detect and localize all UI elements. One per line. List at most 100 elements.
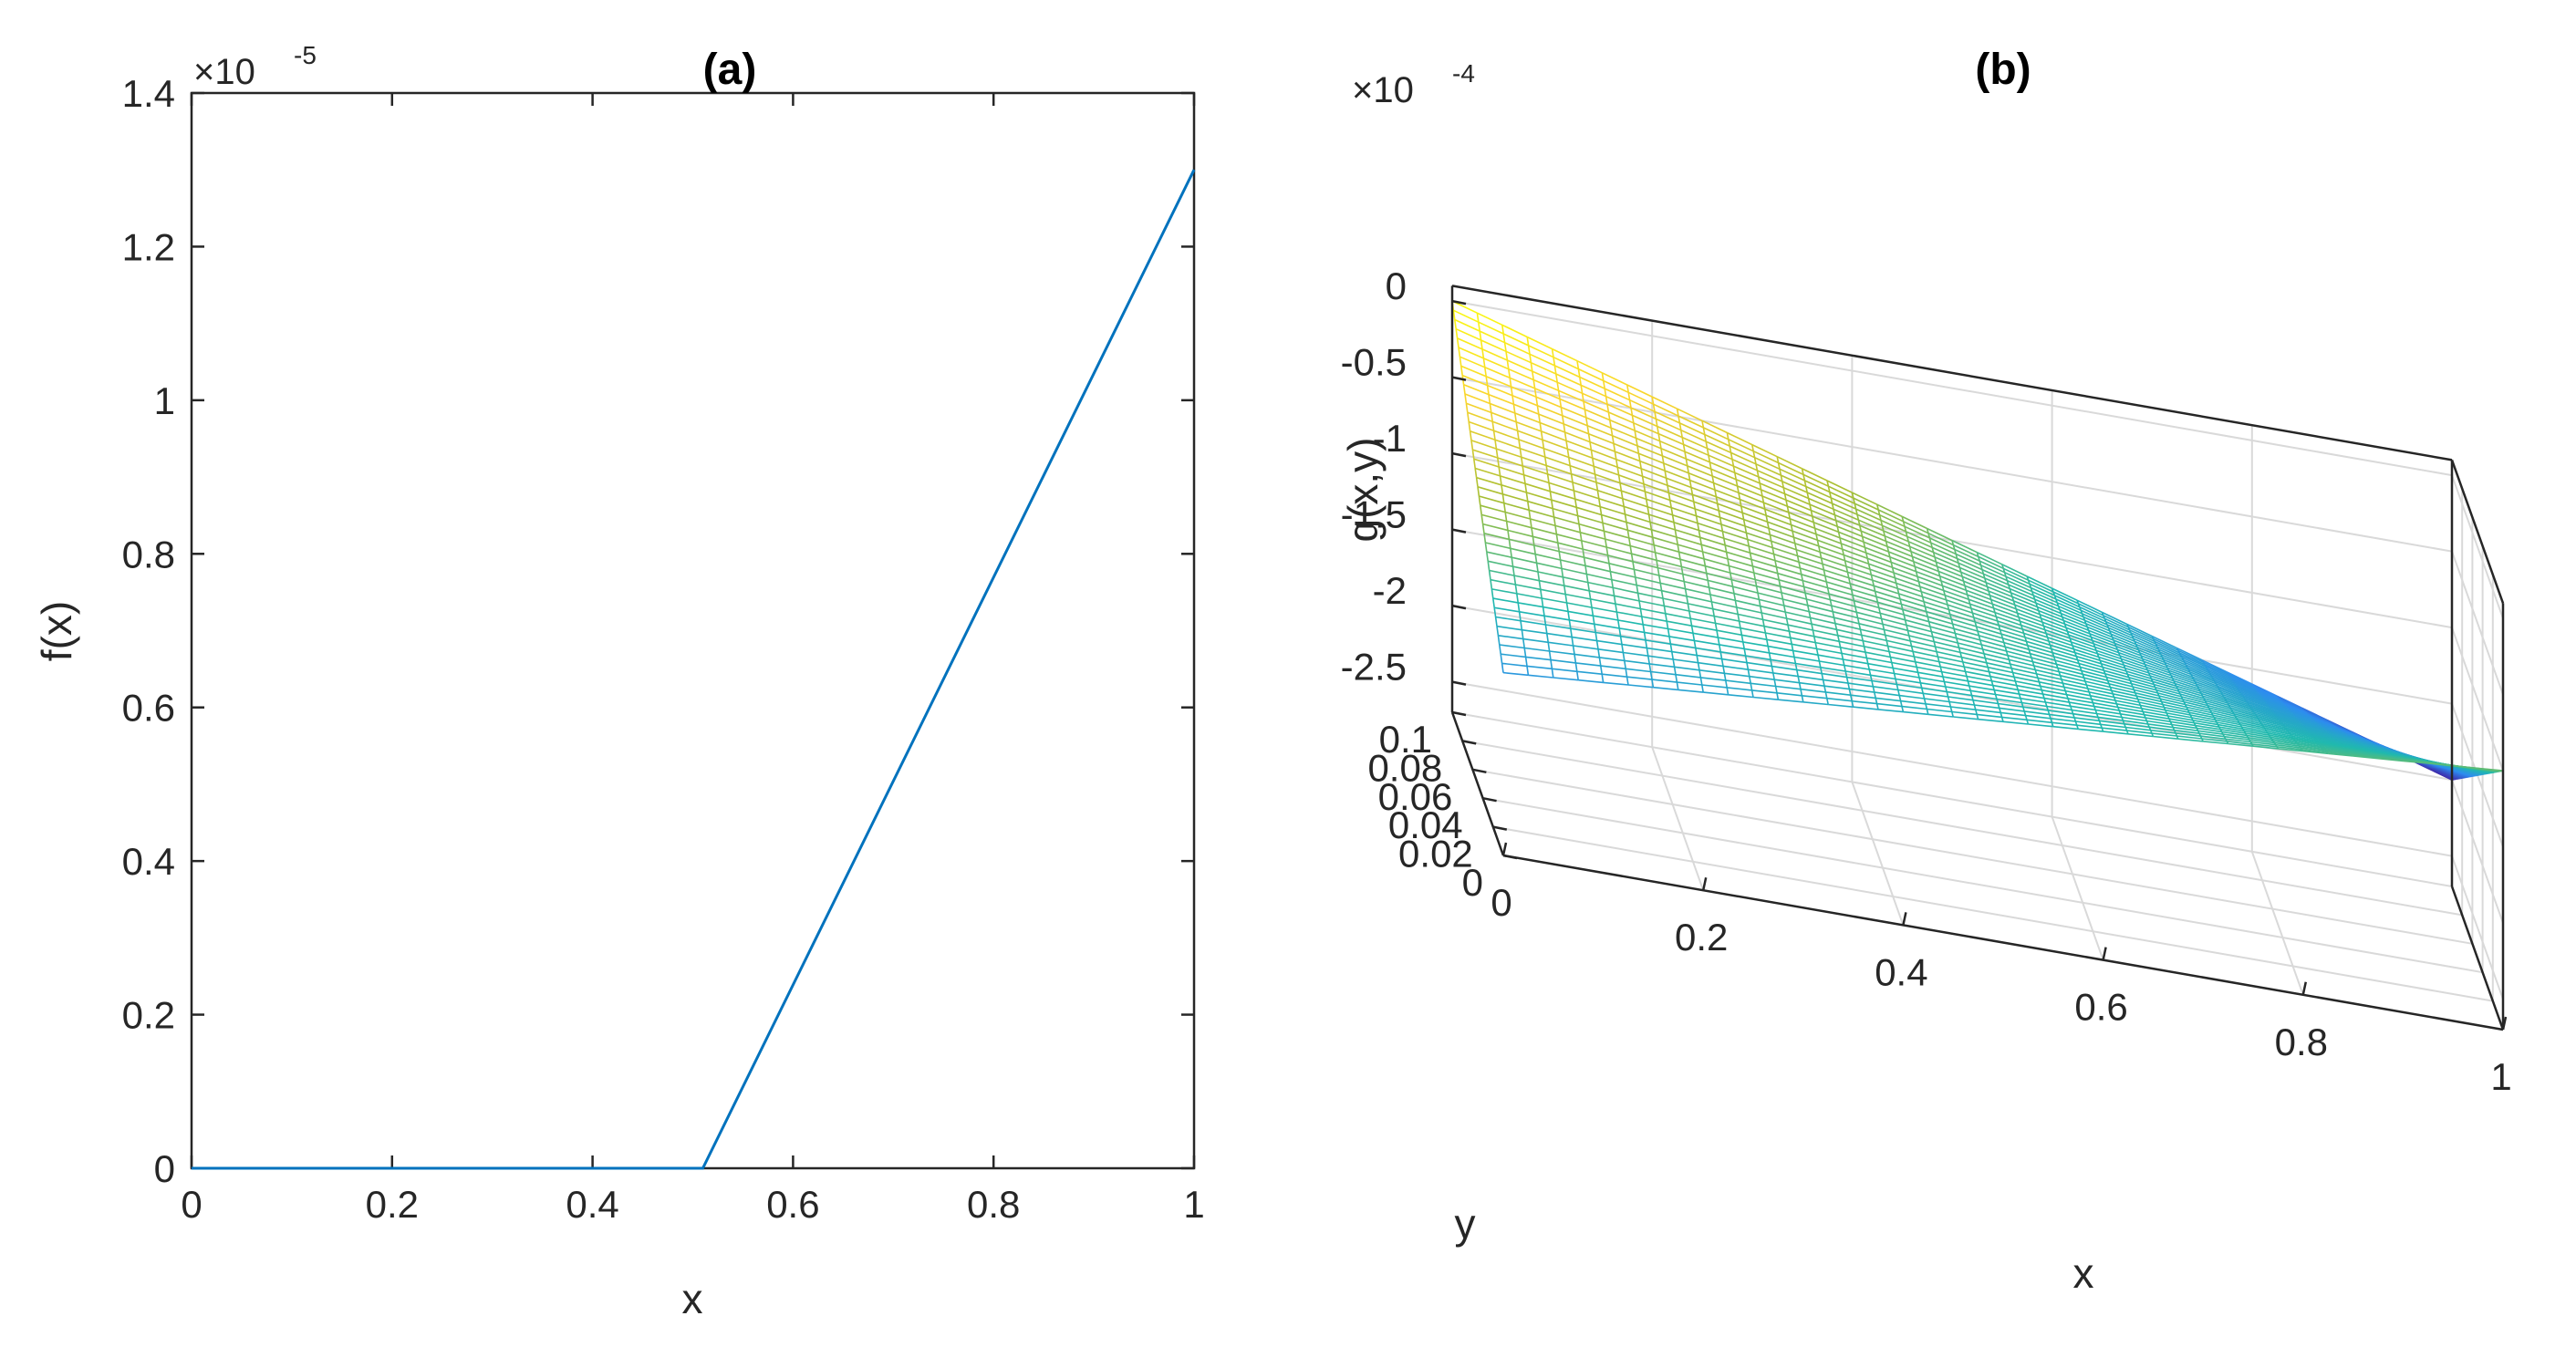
panel-b-mesh-line bbox=[2065, 627, 2092, 638]
panel-b-mesh-line bbox=[2319, 724, 2322, 727]
panel-b-mesh-line bbox=[1541, 430, 1567, 441]
panel-b-mesh-line bbox=[1693, 640, 1697, 648]
panel-a-y-tick-label: 0.6 bbox=[122, 687, 175, 730]
panel-b-mesh-line bbox=[1729, 445, 1732, 453]
panel-b-mesh-line bbox=[1792, 650, 1795, 658]
panel-b-mesh-line bbox=[1973, 617, 1976, 623]
panel-b-mesh-line bbox=[1908, 635, 1935, 643]
panel-b-mesh-line bbox=[1535, 396, 1562, 409]
panel-b-mesh-line bbox=[2247, 702, 2249, 706]
panel-b-mesh-line bbox=[1778, 461, 1804, 476]
panel-b-mesh-line bbox=[1587, 582, 1590, 591]
panel-b-mesh-line bbox=[1885, 634, 1911, 642]
panel-b-mesh-line bbox=[1986, 662, 1989, 668]
panel-b-mesh-line bbox=[1483, 533, 1487, 544]
panel-b-mesh-line bbox=[1659, 583, 1663, 591]
panel-b-mesh-line bbox=[1689, 617, 1693, 627]
panel-b-mesh-line bbox=[1790, 637, 1816, 644]
panel-b-mesh-line bbox=[1927, 708, 1952, 713]
panel-b-mesh-line bbox=[2248, 737, 2273, 742]
panel-a-y-tick-label: 0.2 bbox=[122, 994, 175, 1037]
panel-a-line-chart: 0 0.2 0.4 0.6 0.8 100.20.40.60.811.21.4 (a) x… bbox=[33, 41, 1205, 1322]
panel-b-mesh-line bbox=[1491, 411, 1517, 423]
panel-b-mesh-line bbox=[1532, 535, 1558, 544]
panel-b-mesh-line bbox=[2325, 750, 2351, 755]
panel-b-mesh-line bbox=[2222, 693, 2249, 704]
panel-b-mesh-line bbox=[1985, 581, 2011, 594]
panel-b-mesh-line bbox=[1805, 598, 1809, 606]
panel-b-mesh-line bbox=[1915, 661, 1941, 668]
panel-b-mesh-line bbox=[2133, 637, 2135, 642]
panel-b-mesh-line bbox=[1754, 456, 1781, 471]
panel-b-mesh-line bbox=[1553, 365, 1557, 375]
panel-b-mesh-line bbox=[1852, 595, 1855, 601]
panel-b-mesh-line bbox=[1744, 525, 1771, 536]
panel-b-mesh-line bbox=[1960, 657, 1964, 663]
panel-b-mesh-line bbox=[1653, 403, 1679, 417]
panel-b-z-tick-mark bbox=[1451, 376, 1467, 381]
panel-b-mesh-line bbox=[1802, 586, 1806, 594]
panel-b-mesh-line bbox=[1718, 637, 1743, 643]
panel-b-mesh-line bbox=[2155, 686, 2181, 695]
panel-b-mesh-line bbox=[1858, 519, 1885, 532]
panel-b-mesh-line bbox=[1999, 707, 2025, 712]
panel-b-box-edge bbox=[1451, 285, 2453, 461]
panel-b-mesh-line bbox=[1571, 637, 1574, 647]
panel-b-mesh-line bbox=[2224, 698, 2228, 702]
panel-b-mesh-line bbox=[1635, 576, 1661, 585]
panel-b-mesh-line bbox=[1778, 579, 1781, 586]
panel-b-mesh-line bbox=[1976, 626, 2002, 635]
panel-b-mesh-line bbox=[1815, 533, 1842, 544]
panel-b-mesh-line bbox=[2143, 710, 2168, 717]
panel-b-mesh-line bbox=[2103, 730, 2129, 735]
panel-b-mesh-line bbox=[1594, 473, 1597, 483]
panel-b-mesh-line bbox=[2020, 620, 2046, 631]
panel-b-mesh-line bbox=[1786, 505, 1790, 513]
panel-b-mesh-line bbox=[1620, 635, 1646, 641]
panel-b-mesh-line bbox=[1821, 557, 1847, 567]
panel-b-mesh-line bbox=[1558, 389, 1584, 402]
panel-b-mesh-line bbox=[2110, 633, 2136, 646]
panel-b-mesh-line bbox=[1869, 668, 1895, 675]
panel-b-mesh-line bbox=[1492, 430, 1496, 440]
panel-b-mesh-line bbox=[2277, 717, 2303, 726]
panel-b-mesh-line bbox=[2352, 753, 2377, 759]
panel-b-mesh-line bbox=[1860, 531, 1864, 537]
panel-b-mesh-line bbox=[1898, 593, 1925, 603]
panel-b-mesh-line bbox=[1844, 665, 1846, 672]
panel-b-mesh-line bbox=[1488, 560, 1513, 567]
panel-b-mesh-line bbox=[2031, 657, 2057, 666]
panel-b-mesh-line bbox=[2011, 596, 2038, 608]
panel-b-mesh-line bbox=[1664, 605, 1689, 612]
panel-b-mesh-line bbox=[2014, 604, 2041, 616]
panel-b-mesh-line bbox=[2052, 591, 2079, 605]
panel-b-mesh-line bbox=[1766, 639, 1769, 647]
panel-b-mesh-line bbox=[1975, 709, 1978, 715]
panel-b-mesh-line bbox=[2215, 683, 2218, 687]
panel-b-mesh-line bbox=[1964, 666, 1989, 673]
panel-b-mesh-line bbox=[1747, 669, 1750, 677]
panel-b-mesh-line bbox=[2116, 703, 2142, 710]
panel-b-mesh-line bbox=[1872, 580, 1875, 586]
panel-b-mesh-line bbox=[1962, 581, 1966, 586]
panel-b-mesh-line bbox=[1824, 575, 1827, 583]
panel-b-mesh-line bbox=[1807, 605, 1810, 612]
panel-b-mesh-line bbox=[1594, 632, 1598, 641]
panel-b-mesh-line bbox=[2047, 637, 2073, 647]
panel-b-mesh-line bbox=[1598, 657, 1602, 667]
panel-b-mesh-line bbox=[1773, 679, 1777, 687]
panel-b-mesh-line bbox=[1818, 660, 1822, 668]
panel-b-mesh-line bbox=[1550, 658, 1576, 664]
panel-b-mesh-line bbox=[1717, 503, 1719, 512]
panel-b-mesh-line bbox=[1597, 490, 1624, 500]
panel-b-mesh-line bbox=[1513, 575, 1517, 585]
panel-b-mesh-line bbox=[1990, 598, 2017, 610]
panel-b-mesh-line bbox=[1491, 588, 1494, 599]
panel-b-mesh-line bbox=[2299, 721, 2302, 724]
panel-b-mesh-line bbox=[1901, 705, 1927, 710]
panel-b-mesh-line bbox=[1589, 590, 1615, 597]
panel-b-mesh-line bbox=[1544, 456, 1571, 467]
panel-b-mesh-line bbox=[1769, 534, 1772, 542]
panel-b-mesh-line bbox=[1613, 443, 1616, 452]
panel-b-mesh-line bbox=[1756, 470, 1760, 478]
